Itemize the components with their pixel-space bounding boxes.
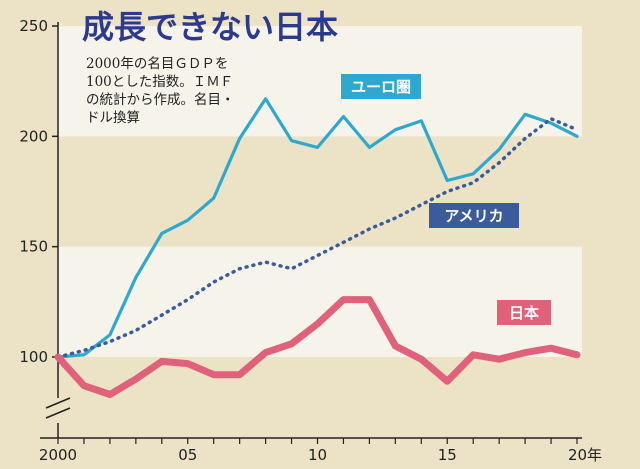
- series-line: [56, 116, 579, 359]
- usa-label-text: アメリカ: [444, 207, 503, 225]
- axes: [40, 22, 582, 439]
- x-tick-label: 15: [438, 446, 457, 464]
- chart-subtitle: 2000年の名目ＧＤＰを 100とした指数。ＩＭＦ の統計から作成。名目・ ドル…: [86, 56, 235, 126]
- series-label-eurozone: ユーロ圏: [341, 74, 421, 99]
- grid-band: [58, 26, 582, 137]
- usa-label-box: [429, 203, 519, 228]
- x-ticks: 2000 05 10 15 20年: [39, 438, 602, 464]
- chart-title: 成長できない日本: [82, 8, 338, 46]
- series-line: [56, 97, 579, 359]
- subtitle-line-1: 2000年の名目ＧＤＰを: [86, 56, 228, 72]
- japan-label-text: 日本: [509, 304, 539, 322]
- y-ticks: 100 150 200 250: [19, 17, 58, 366]
- axis-break: [45, 397, 71, 419]
- series-lines: [54, 97, 581, 398]
- y-tick-label: 100: [19, 348, 48, 366]
- y-tick-label: 150: [19, 238, 48, 256]
- x-tick-label: 20年: [568, 446, 602, 464]
- eurozone-label-text: ユーロ圏: [351, 78, 411, 96]
- y-tick-label: 250: [19, 17, 48, 35]
- y-tick-label: 200: [19, 127, 48, 145]
- series-label-usa: アメリカ: [429, 203, 519, 228]
- grid-band: [58, 246, 582, 357]
- japan-label-box: [497, 300, 551, 325]
- x-tick-label: 2000: [39, 446, 77, 464]
- chart-title-text: 成長できない日本: [82, 8, 338, 46]
- x-tick-label: 05: [178, 446, 197, 464]
- grid-bands: [58, 26, 582, 357]
- subtitle-line-2: 100とした指数。ＩＭＦ: [86, 74, 233, 90]
- eurozone-label-box: [341, 74, 421, 99]
- series-label-japan: 日本: [497, 300, 551, 325]
- series-line: [54, 296, 581, 398]
- x-tick-label: 10: [308, 446, 327, 464]
- subtitle-line-3: の統計から作成。名目・: [86, 92, 235, 108]
- subtitle-line-4: ドル換算: [86, 110, 140, 126]
